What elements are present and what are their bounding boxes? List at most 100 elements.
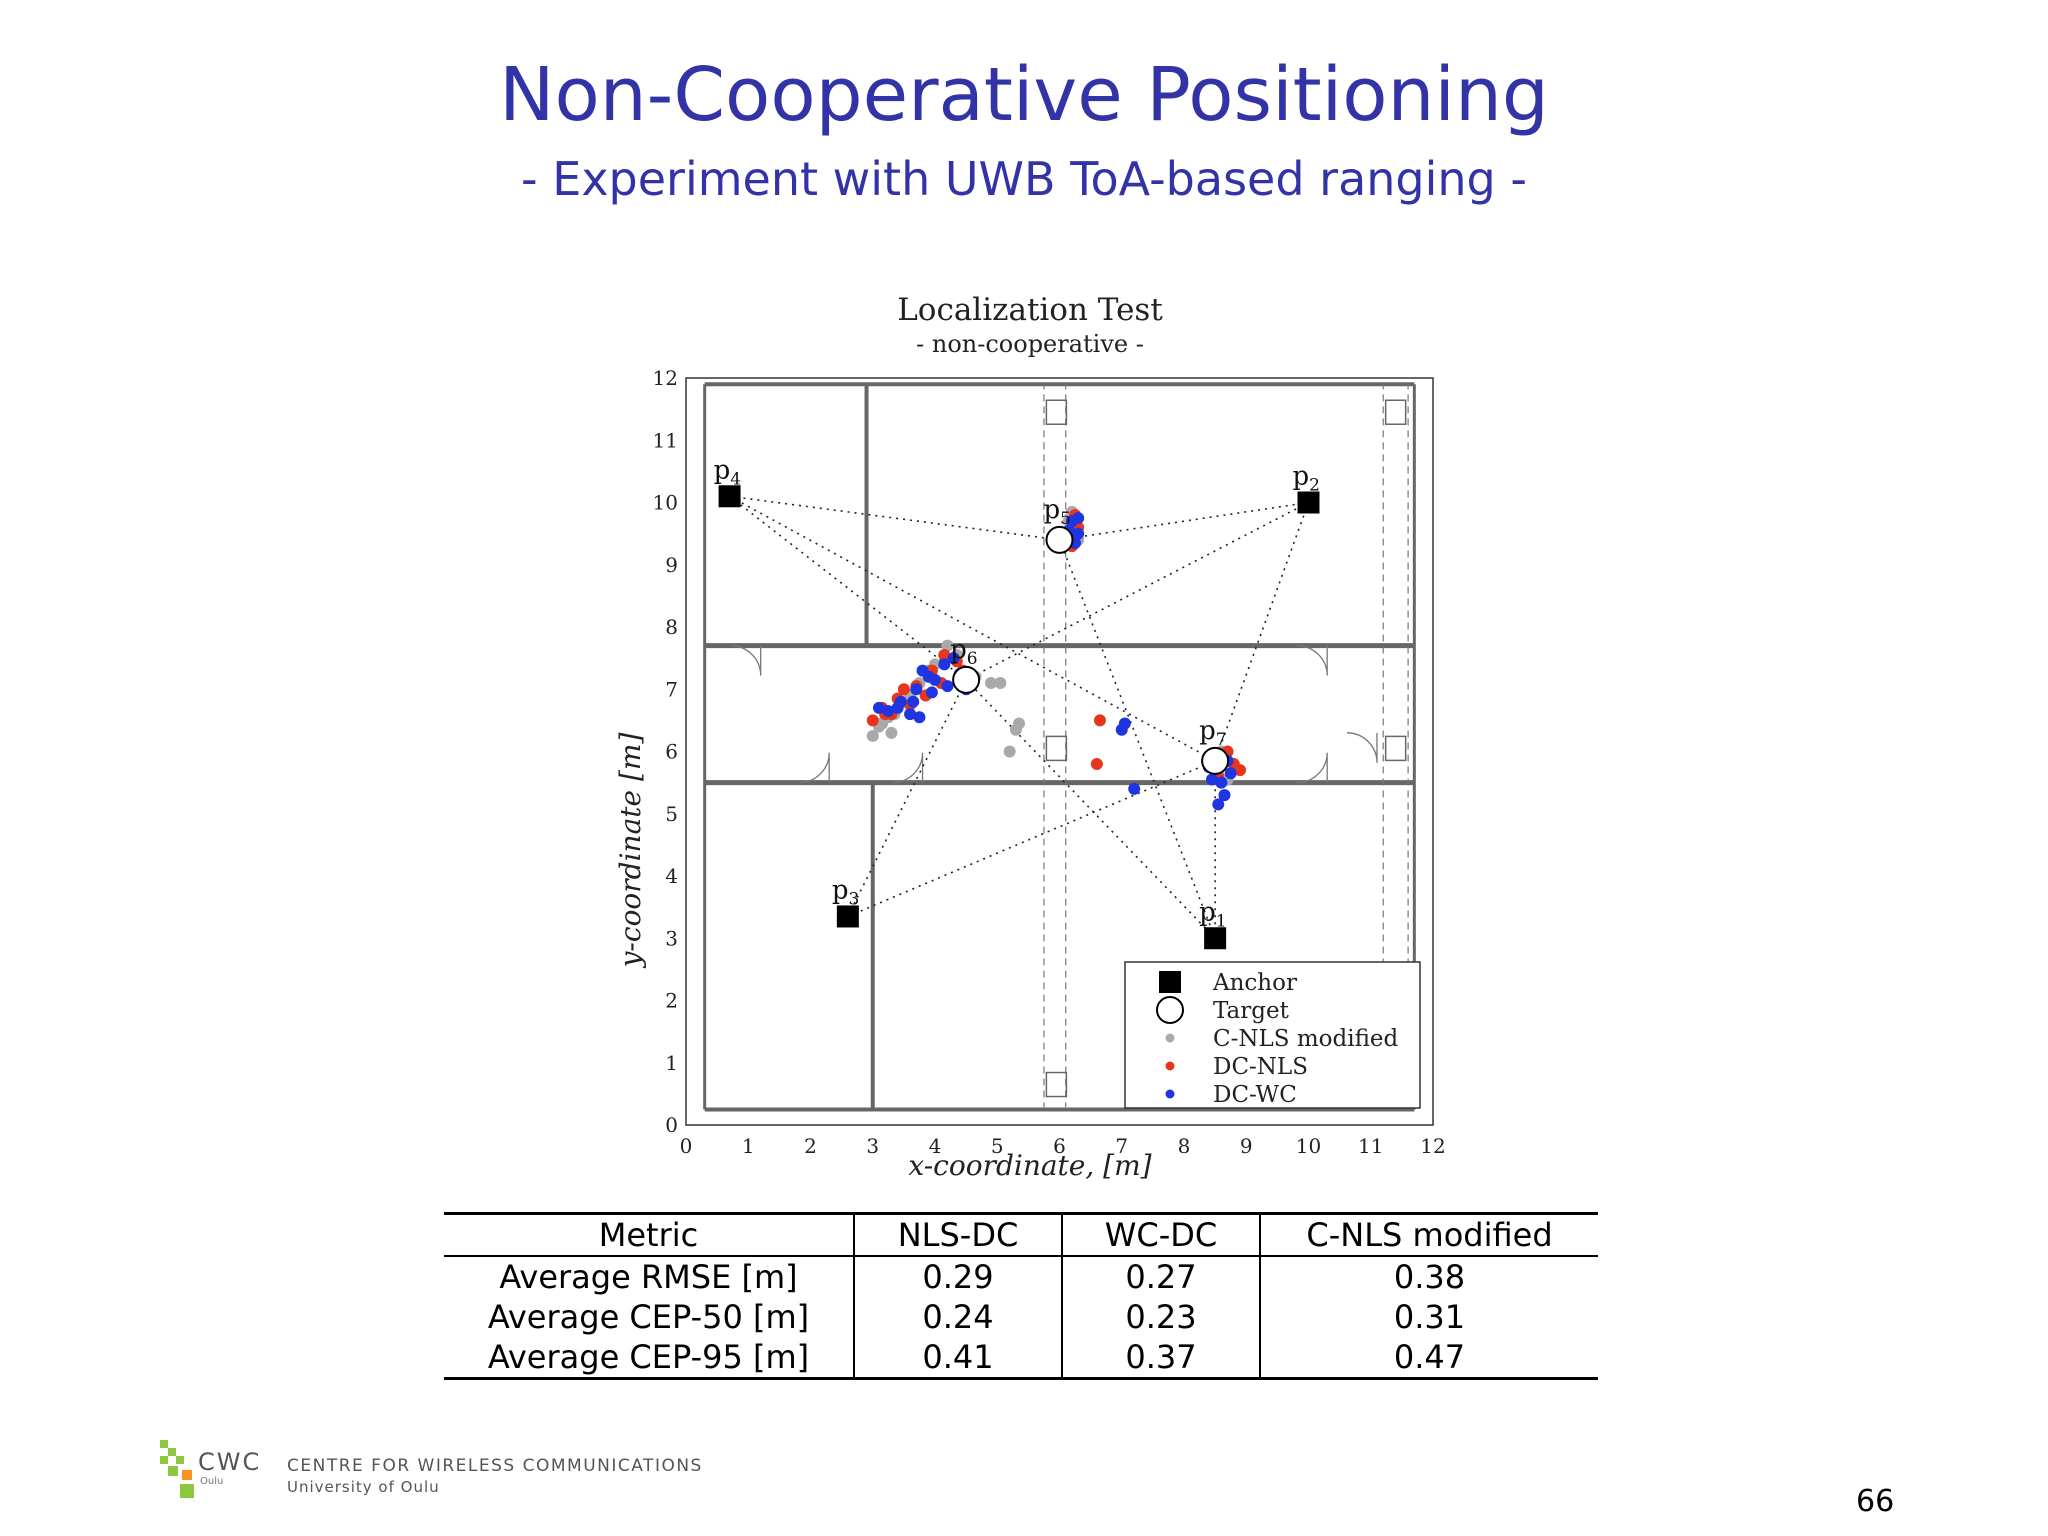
org-subtitle: University of Oulu <box>287 1478 440 1496</box>
range-link <box>729 495 1060 541</box>
legend-point-symbol <box>1165 1089 1175 1099</box>
door-arc <box>730 645 762 676</box>
table-header: C-NLS modified <box>1259 1213 1598 1256</box>
point-dc-wc <box>1224 767 1237 780</box>
legend-label: Anchor <box>1212 970 1297 996</box>
anchor-marker <box>718 485 741 508</box>
table-header: WC-DC <box>1061 1213 1260 1256</box>
range-link <box>965 679 1216 939</box>
org-name: CENTRE FOR WIRELESS COMMUNICATIONS <box>287 1456 703 1476</box>
point-dc-wc <box>1215 776 1228 789</box>
node-label: p2 <box>1293 462 1320 496</box>
point-dc-wc <box>913 711 926 724</box>
table-row: Average RMSE [m] 0.29 0.27 0.38 <box>444 1256 1598 1297</box>
point-c-nls-modified <box>866 729 879 742</box>
legend-target-symbol <box>1156 996 1184 1024</box>
point-c-nls-modified <box>1009 723 1022 736</box>
legend-label: C-NLS modified <box>1213 1026 1399 1052</box>
door-arc <box>1346 732 1378 763</box>
x-tick-label: 9 <box>1240 1134 1253 1158</box>
anchor-marker <box>1204 927 1227 950</box>
metrics-table: Metric NLS-DC WC-DC C-NLS modified Avera… <box>444 1212 1598 1380</box>
table-cell: 0.29 <box>853 1256 1062 1297</box>
table-cell: 0.38 <box>1259 1256 1598 1297</box>
y-tick-label: 11 <box>653 428 678 452</box>
point-dc-nls <box>1093 714 1106 727</box>
chart-title: Localization Test <box>897 292 1163 328</box>
legend-point-symbol <box>1165 1061 1175 1071</box>
x-tick-label: 11 <box>1358 1134 1383 1158</box>
point-dc-wc <box>907 695 920 708</box>
target-marker <box>952 665 981 694</box>
node-label: p5 <box>1044 495 1071 529</box>
point-c-nls-modified <box>1003 745 1016 758</box>
point-dc-wc <box>882 705 895 718</box>
x-tick-label: 8 <box>1178 1134 1191 1158</box>
point-dc-wc <box>1128 782 1141 795</box>
table-cell: Average CEP-50 [m] <box>487 1298 810 1336</box>
point-c-nls-modified <box>985 677 998 690</box>
y-tick-label: 6 <box>665 740 678 764</box>
column-box <box>1045 735 1068 762</box>
x-tick-label: 7 <box>1115 1134 1128 1158</box>
point-dc-wc <box>929 673 941 686</box>
legend-anchor-symbol <box>1159 971 1181 993</box>
door-arc <box>799 752 830 784</box>
table-cell: 0.37 <box>1061 1337 1260 1379</box>
point-dc-wc <box>925 686 938 699</box>
node-markers: p1 p2 p3 p4 p5 p6 p7 <box>714 455 1320 950</box>
column-box <box>1384 399 1407 425</box>
node-label: p3 <box>832 875 859 909</box>
point-dc-wc <box>916 664 929 677</box>
slide-subtitle: - Experiment with UWB ToA-based ranging … <box>521 152 1527 206</box>
point-dc-nls <box>1090 757 1103 770</box>
table-cell: 0.27 <box>1061 1256 1260 1297</box>
point-dc-wc <box>1072 527 1085 540</box>
column-box <box>1045 1071 1068 1098</box>
point-dc-wc <box>1212 798 1225 811</box>
point-c-nls-modified <box>885 726 898 739</box>
door-arc <box>1297 752 1328 784</box>
range-link <box>729 495 967 681</box>
x-tick-label: 6 <box>1053 1134 1066 1158</box>
point-c-nls-modified <box>994 677 1007 690</box>
node-label: p4 <box>714 455 741 489</box>
point-dc-nls <box>897 683 910 696</box>
node-label: p7 <box>1199 716 1226 750</box>
point-dc-wc <box>904 708 917 721</box>
y-tick-label: 8 <box>665 615 678 639</box>
y-tick-label: 4 <box>665 864 678 888</box>
y-tick-label: 2 <box>665 989 678 1013</box>
point-dc-wc <box>872 701 885 714</box>
range-links <box>729 495 1310 939</box>
range-link <box>1059 501 1309 541</box>
plot-frame <box>685 377 1434 1126</box>
node-label: p1 <box>1199 897 1226 931</box>
slide-title: Non-Cooperative Positioning <box>499 52 1549 138</box>
page-number: 66 <box>1856 1484 1895 1519</box>
legend-point-symbol <box>1165 1033 1175 1043</box>
x-axis-label: x-coordinate, [m] <box>908 1149 1151 1182</box>
x-tick-label: 1 <box>742 1134 755 1158</box>
x-tick-label: 0 <box>680 1134 693 1158</box>
x-tick-label: 5 <box>991 1134 1004 1158</box>
table-cell: Average RMSE [m] <box>499 1258 798 1296</box>
door-arc <box>892 752 924 784</box>
table-row: Average CEP-50 [m] 0.24 0.23 0.31 <box>444 1297 1598 1337</box>
node-label: p6 <box>950 635 977 669</box>
point-c-nls-modified <box>941 639 954 652</box>
point-c-nls-modified <box>876 717 889 730</box>
point-dc-nls <box>1234 764 1247 777</box>
y-tick-label: 10 <box>653 491 678 515</box>
y-tick-label: 3 <box>665 926 678 950</box>
legend-label: Target <box>1213 998 1290 1024</box>
legend-label: DC-WC <box>1213 1082 1297 1108</box>
x-tick-label: 10 <box>1296 1134 1321 1158</box>
range-link <box>1058 539 1216 939</box>
point-dc-nls <box>866 714 879 727</box>
target-marker <box>1201 746 1230 775</box>
localization-chart: Localization Test - non-cooperative - p1… <box>614 292 1446 1182</box>
point-dc-wc <box>1206 773 1219 786</box>
